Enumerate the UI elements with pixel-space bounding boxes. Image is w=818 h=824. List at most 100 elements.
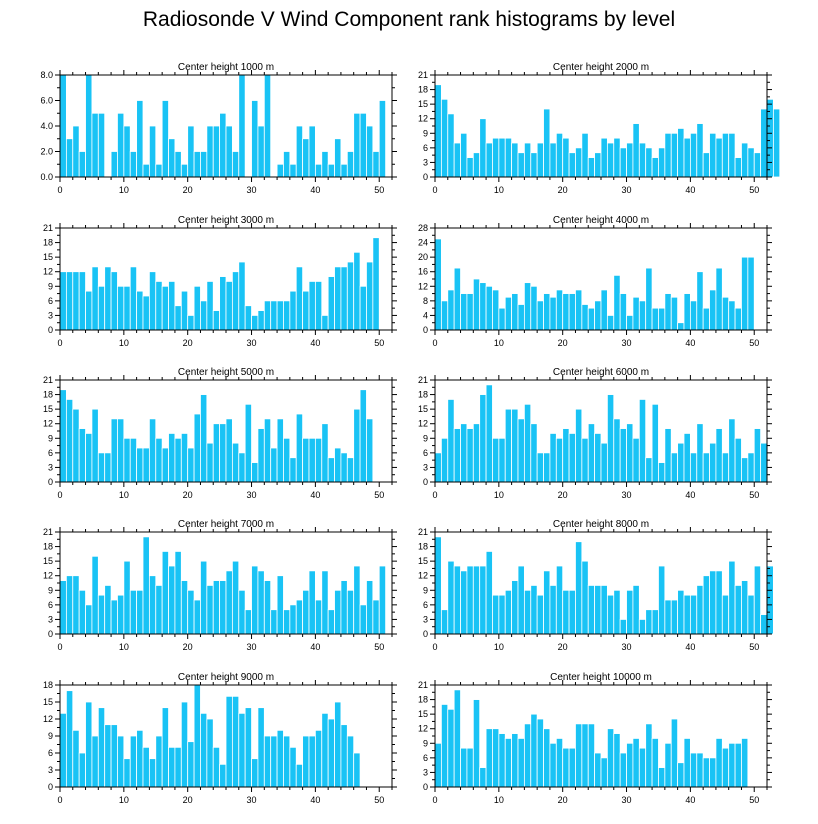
bar [479, 394, 487, 483]
bar [613, 418, 621, 483]
panel-title: Center height 3000 m [178, 215, 274, 226]
bar [555, 289, 564, 331]
bar [174, 551, 182, 635]
bar [263, 580, 272, 635]
bar [600, 137, 608, 178]
x-tick-label: 40 [685, 642, 695, 652]
bar [372, 151, 380, 178]
bar [626, 742, 634, 788]
bar [664, 132, 672, 178]
bar [91, 555, 99, 635]
panel-6: Center height 6000 m 0 3 6 9 12 15 18 21 0 10 20 30 4… [418, 367, 772, 500]
y-tick-label: 21 [418, 375, 428, 385]
x-tick-label: 20 [558, 185, 568, 195]
bar [581, 560, 589, 635]
bar [447, 289, 455, 331]
bar [664, 293, 672, 331]
bar [536, 452, 544, 483]
bar [334, 589, 342, 635]
bar [460, 570, 468, 635]
bar [645, 723, 653, 788]
x-tick-label: 20 [183, 338, 193, 348]
panel-title: Center height 6000 m [553, 367, 649, 378]
y-tick-label: 12 [418, 419, 428, 429]
bar [359, 604, 367, 635]
y-tick-label: 6.0 [40, 96, 53, 106]
bar [302, 589, 310, 635]
bar [129, 735, 138, 788]
bar [289, 457, 297, 483]
bar [562, 137, 570, 178]
bar [155, 281, 163, 331]
bar [689, 594, 698, 635]
bar [472, 423, 481, 483]
bar [366, 580, 374, 635]
bar [504, 408, 513, 483]
bar [677, 762, 685, 788]
bar [219, 580, 227, 635]
bar [658, 462, 666, 483]
bar [314, 437, 323, 483]
x-tick-label: 10 [494, 338, 504, 348]
bar [600, 757, 608, 788]
bar [536, 142, 544, 178]
bar [504, 738, 513, 788]
y-tick-label: 12 [418, 114, 428, 124]
bar [97, 112, 106, 178]
bar [600, 585, 608, 635]
bar [715, 738, 723, 788]
bar [91, 112, 99, 178]
bar [353, 565, 361, 635]
bar [251, 100, 259, 178]
bar [638, 300, 647, 331]
bar [346, 735, 355, 788]
bar [340, 580, 348, 635]
x-tick-label: 40 [310, 338, 320, 348]
bar [321, 712, 329, 788]
bar [696, 271, 704, 331]
x-tick-label: 20 [558, 795, 568, 805]
bar [302, 735, 310, 788]
bar [283, 437, 291, 483]
bar [460, 293, 468, 331]
bar [289, 746, 297, 788]
x-tick-label: 20 [558, 490, 568, 500]
bar [180, 433, 189, 483]
bar [359, 389, 367, 483]
bar [498, 137, 506, 178]
bar [212, 125, 221, 178]
y-tick-label: 9 [48, 433, 53, 443]
bar [696, 752, 704, 788]
bar [677, 589, 685, 635]
bar [117, 285, 125, 331]
bar [702, 757, 710, 788]
bar [117, 594, 125, 635]
bar [741, 142, 749, 178]
bar [91, 266, 99, 331]
bar [492, 437, 500, 483]
bar [670, 599, 679, 635]
bar [568, 589, 576, 635]
y-tick-label: 3 [48, 310, 53, 320]
bar [741, 738, 749, 788]
bar [658, 565, 666, 635]
y-tick-label: 12 [418, 571, 428, 581]
bar [334, 266, 342, 331]
bar [594, 300, 602, 331]
bar [295, 266, 304, 331]
bar [180, 163, 189, 178]
bar [136, 729, 144, 788]
bar [747, 594, 755, 635]
bar [129, 151, 138, 178]
bar [302, 437, 310, 483]
bar [466, 157, 474, 178]
x-tick-label: 20 [183, 490, 193, 500]
bar [581, 132, 589, 178]
y-tick-label: 0 [423, 782, 428, 792]
bar [562, 747, 570, 788]
bar [174, 305, 182, 331]
bar [238, 452, 246, 483]
bar [523, 282, 532, 331]
bar [689, 752, 698, 788]
bar [440, 300, 449, 331]
